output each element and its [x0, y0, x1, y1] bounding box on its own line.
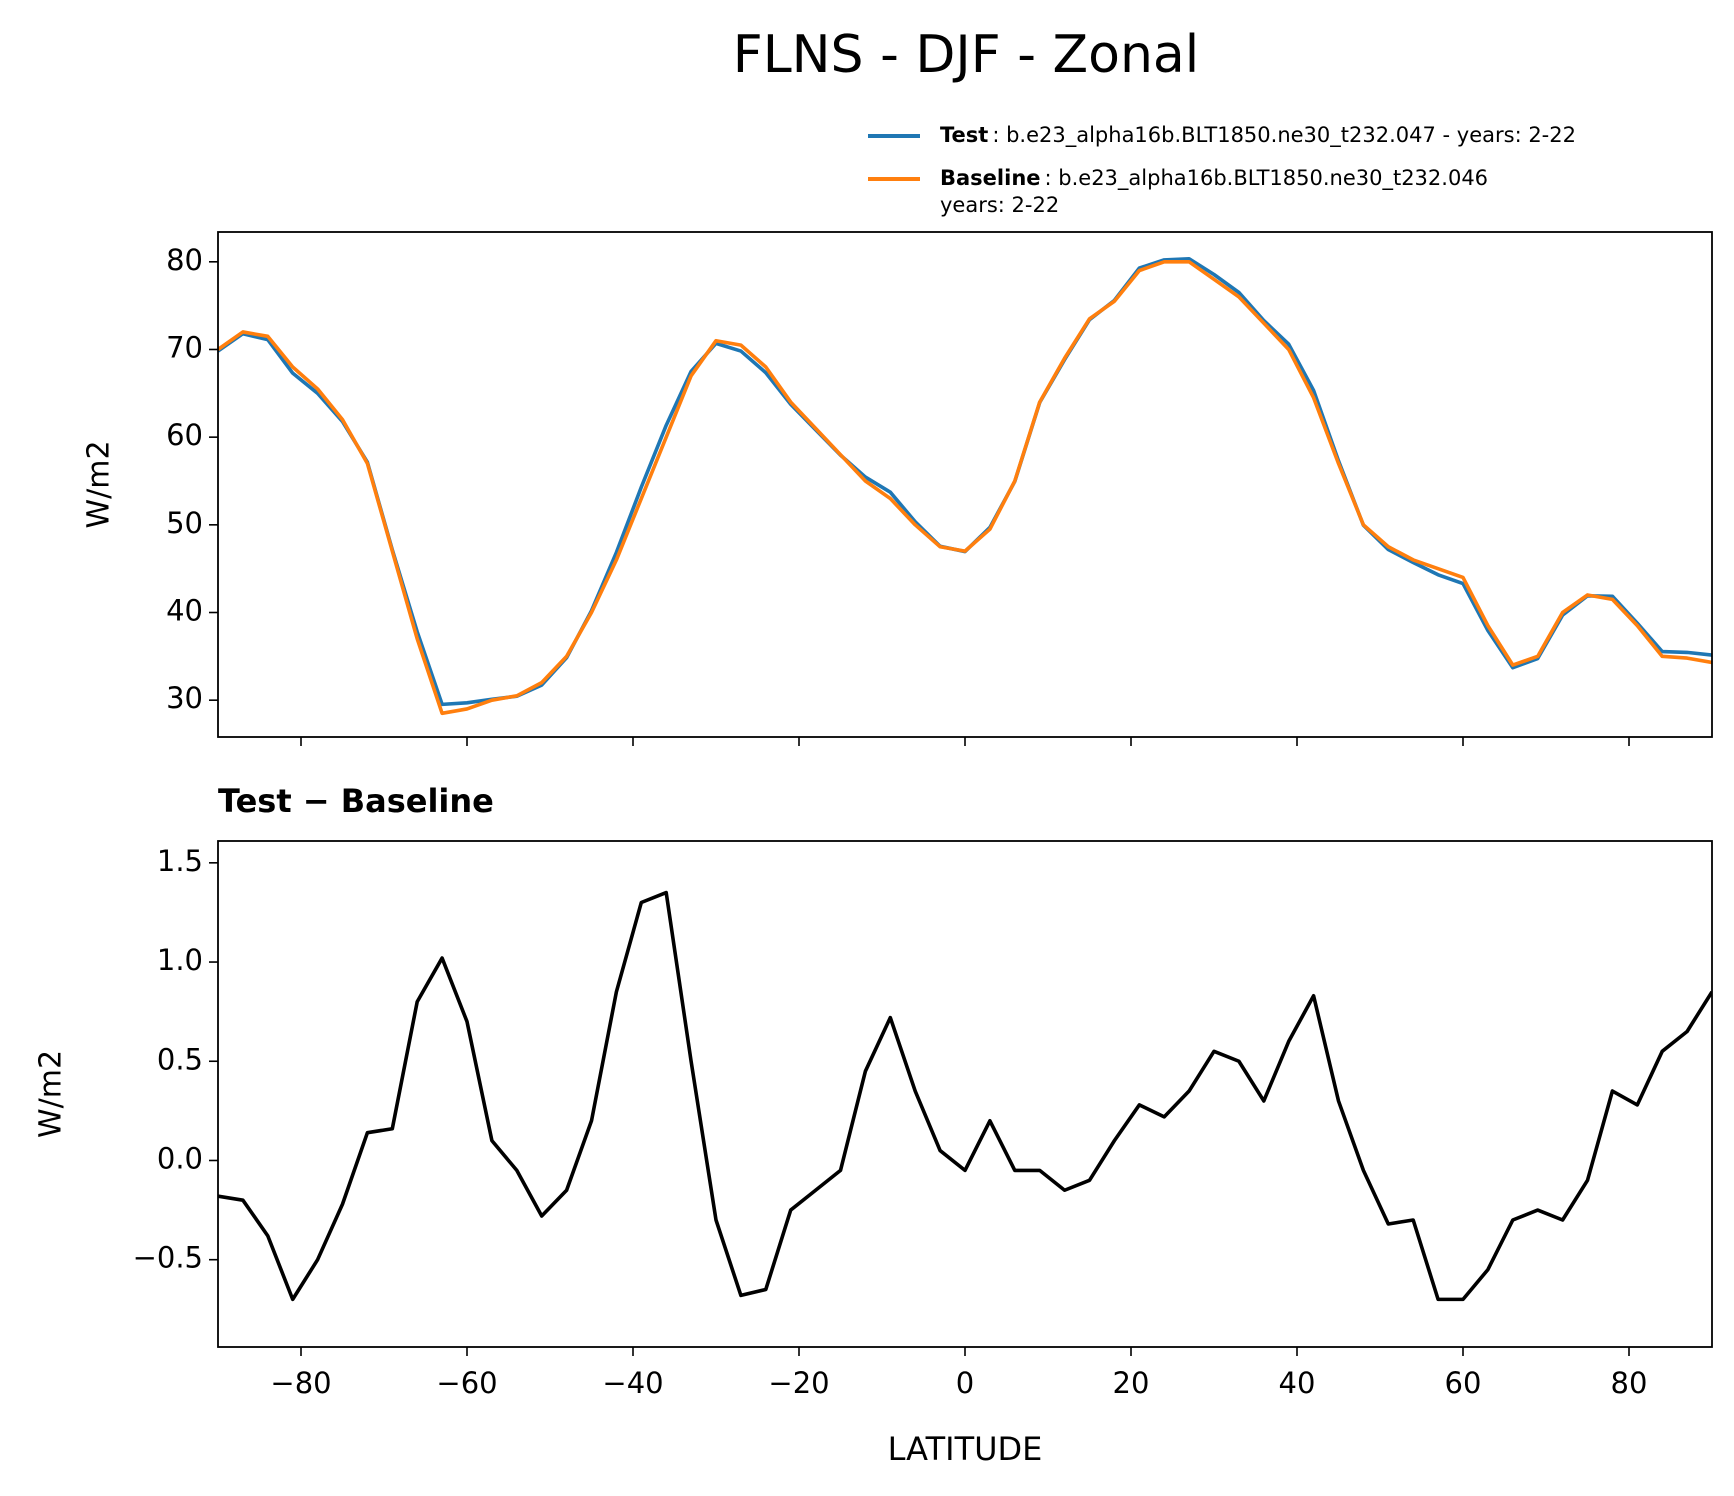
subplot-title: Test − Baseline — [218, 782, 494, 820]
y-tick-label: 1.5 — [157, 844, 203, 878]
y-tick-label: 0.5 — [157, 1042, 203, 1076]
y-axis-label: W/m2 — [34, 1050, 69, 1138]
x-tick-label: −60 — [436, 1366, 497, 1400]
data-line — [218, 260, 1712, 716]
y-tick-label: 40 — [166, 594, 203, 628]
y-tick-label: 30 — [166, 681, 203, 715]
figure-title: FLNS - DJF - Zonal — [733, 25, 1199, 85]
legend-name: Baseline — [940, 166, 1041, 190]
y-tick-label: −0.5 — [133, 1241, 203, 1275]
x-tick-label: −80 — [270, 1366, 331, 1400]
y-tick-label: 50 — [166, 506, 203, 540]
legend-text: : b.e23_alpha16b.BLT1850.ne30_t232.047 -… — [992, 123, 1576, 148]
y-tick-label: 70 — [166, 330, 203, 364]
data-line — [218, 890, 1712, 1302]
y-tick-label: 1.0 — [157, 943, 203, 977]
x-tick-label: 80 — [1611, 1366, 1648, 1400]
axes-frame — [217, 231, 1713, 738]
y-tick-label: 60 — [166, 418, 203, 452]
y-tick-label: 0.0 — [157, 1141, 203, 1175]
x-tick-label: 0 — [956, 1366, 974, 1400]
y-tick-label: 80 — [166, 243, 203, 277]
x-tick-label: −20 — [768, 1366, 829, 1400]
axes-frame — [217, 840, 1713, 1348]
x-axis-label: LATITUDE — [888, 1430, 1043, 1468]
x-tick-label: 20 — [1113, 1366, 1150, 1400]
x-tick-label: −40 — [602, 1366, 663, 1400]
x-tick-label: 40 — [1279, 1366, 1316, 1400]
legend-text: : b.e23_alpha16b.BLT1850.ne30_t232.046 — [1045, 166, 1489, 191]
data-line — [218, 256, 1712, 707]
y-axis-label: W/m2 — [82, 440, 117, 528]
legend-text: years: 2-22 — [940, 193, 1059, 217]
x-tick-label: 60 — [1445, 1366, 1482, 1400]
legend-name: Test — [940, 123, 988, 147]
